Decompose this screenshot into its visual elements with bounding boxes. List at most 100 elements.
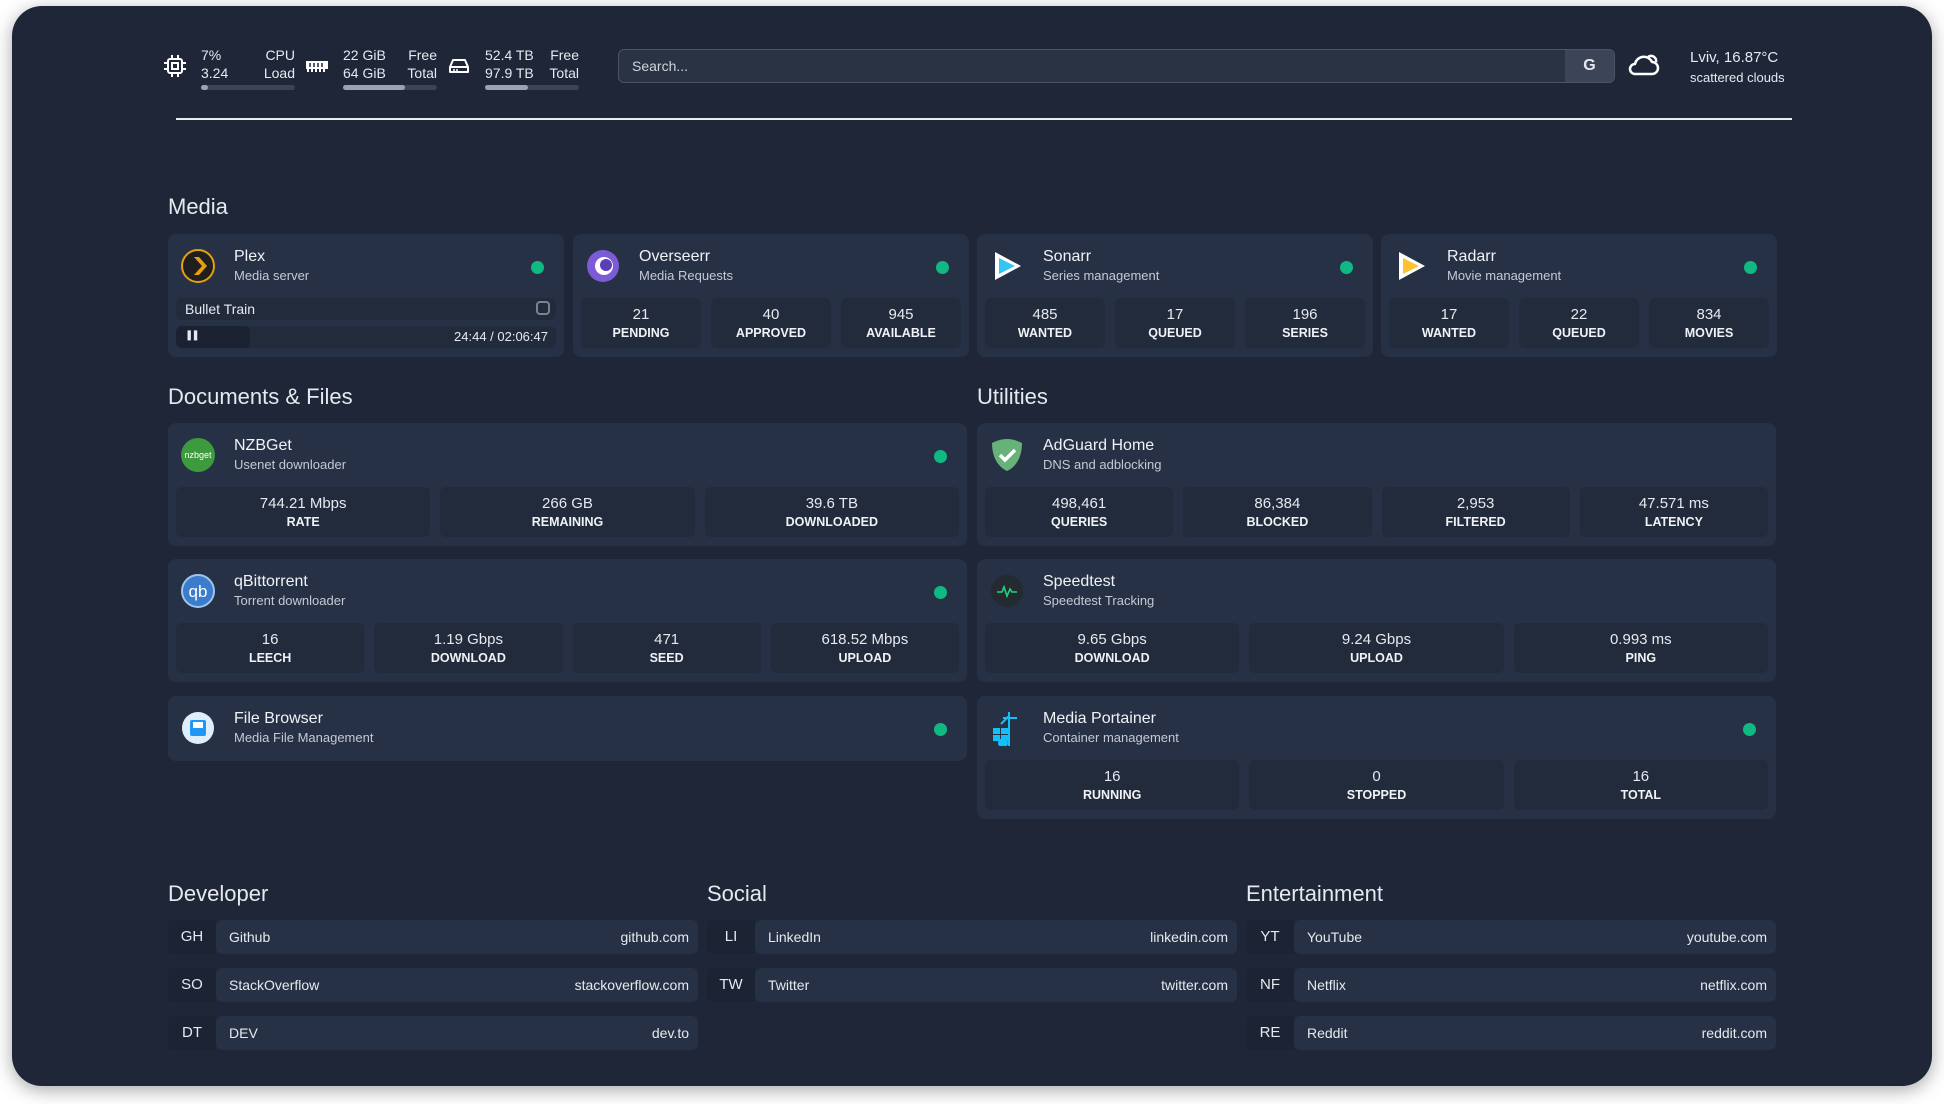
radarr-icon [1393,248,1429,284]
service-card-sonarr[interactable]: Sonarr Series management 485 WANTED 17 QUEUED… [977,234,1373,357]
cloud-sun-icon [1628,54,1660,76]
playback-row: ❚❚ 24:44 / 02:06:47 [176,326,556,348]
bookmark-reddit[interactable]: RE Reddit reddit.com [1246,1016,1776,1050]
bookmark-link[interactable]: YouTube youtube.com [1294,920,1776,954]
settings-icon[interactable] [536,301,550,315]
bookmark-name: LinkedIn [768,929,821,945]
service-card-qbittorrent[interactable]: qb qBittorrent Torrent downloader 16 LEECH 1.… [168,559,967,682]
stat-block: 0.993 ms PING [1513,623,1768,673]
bookmark-abbr: NF [1246,968,1294,1002]
stat-block: 618.52 Mbps UPLOAD [770,623,959,673]
service-name: Speedtest [1043,573,1116,590]
bookmark-name: Netflix [1307,977,1346,993]
now-playing-title-row: Bullet Train [176,298,556,320]
bookmark-twitter[interactable]: TW Twitter twitter.com [707,968,1237,1002]
bookmark-link[interactable]: LinkedIn linkedin.com [755,920,1237,954]
bookmark-link[interactable]: StackOverflow stackoverflow.com [216,968,698,1002]
stat-block: 0 STOPPED [1249,760,1504,810]
bookmark-netflix[interactable]: NF Netflix netflix.com [1246,968,1776,1002]
bookmark-abbr: LI [707,920,755,954]
service-description: Media Requests [639,268,733,283]
bookmark-youtube[interactable]: YT YouTube youtube.com [1246,920,1776,954]
search-input[interactable] [619,50,1566,82]
section-title-entertainment: Entertainment [1246,881,1383,906]
service-description: Media server [234,268,310,283]
free-label: Free [408,47,437,63]
bookmark-abbr: SO [168,968,216,1002]
stat-value: 498,461 [1052,495,1107,512]
playback-progress-bar[interactable] [176,326,251,348]
status-indicator [934,450,947,463]
service-name: Sonarr [1043,248,1092,265]
stat-value: 22 [1570,306,1588,323]
service-card-media-portainer[interactable]: Media Portainer Container management 16 RUN… [977,696,1776,819]
service-stats: 16 LEECH 1.19 Gbps DOWNLOAD 471 SEED 618.52 Mb… [176,623,959,673]
free-label: Free [550,47,579,63]
service-name: File Browser [234,710,323,727]
service-card-adguard-home[interactable]: AdGuard Home DNS and adblocking 498,461 QUE… [977,423,1776,546]
stat-value: 39.6 TB [805,495,858,512]
bookmark-url: youtube.com [1686,929,1767,945]
service-description: DNS and adblocking [1043,457,1162,472]
service-card-file-browser[interactable]: File Browser Media File Management [168,696,967,761]
bookmark-github[interactable]: GH Github github.com [168,920,698,954]
portainer-icon [989,710,1025,748]
stat-block: 22 QUEUED [1519,298,1639,348]
file-browser-icon [180,710,216,746]
stat-block: 498,461 QUERIES [985,487,1174,537]
bookmark-link[interactable]: Github github.com [216,920,698,954]
stat-value: 0 [1372,768,1381,785]
bookmark-link[interactable]: DEV dev.to [216,1016,698,1050]
sonarr-icon [989,248,1025,284]
stat-value: 618.52 Mbps [821,631,909,648]
bookmark-link[interactable]: Twitter twitter.com [755,968,1237,1002]
svg-text:nzbget: nzbget [184,450,212,460]
load-label: Load [263,65,295,81]
stat-value: 17 [1440,306,1458,323]
speedtest-icon [989,573,1025,609]
stat-block: 9.65 Gbps DOWNLOAD [985,623,1240,673]
bookmark-stackoverflow[interactable]: SO StackOverflow stackoverflow.com [168,968,698,1002]
service-card-plex[interactable]: Plex Media server Bullet Train ❚❚ 24:44 / 02… [168,234,564,357]
search-engine-button[interactable]: G [1565,50,1614,82]
stat-label: PING [1625,651,1657,665]
dashboard-window: 7% 3.24 CPU Load 22 GiB 64 GiB Free Total 52… [12,6,1932,1086]
service-card-overseerr[interactable]: Overseerr Media Requests 21 PENDING 40 APPROV… [573,234,969,357]
service-stats: 485 WANTED 17 QUEUED 196 SERIES [985,298,1365,348]
stat-label: APPROVED [735,326,807,340]
pause-icon[interactable]: ❚❚ [185,330,200,341]
bookmark-linkedin[interactable]: LI LinkedIn linkedin.com [707,920,1237,954]
bookmark-abbr: TW [707,968,755,1002]
stat-label: STOPPED [1346,788,1407,802]
stat-block: 40 APPROVED [711,298,831,348]
service-card-radarr[interactable]: Radarr Movie management 17 WANTED 22 QUEUED 83… [1381,234,1777,357]
bookmark-link[interactable]: Reddit reddit.com [1294,1016,1776,1050]
bookmark-name: Github [229,929,271,945]
disk-usage-bar [485,85,579,90]
section-title-media: Media [168,194,228,219]
bookmark-name: Reddit [1307,1025,1348,1041]
stat-block: 47.571 ms LATENCY [1579,487,1768,537]
stat-value: 471 [654,631,680,648]
bookmark-url: reddit.com [1701,1025,1767,1041]
bookmark-abbr: YT [1246,920,1294,954]
stat-value: 744.21 Mbps [259,495,347,512]
bookmark-link[interactable]: Netflix netflix.com [1294,968,1776,1002]
stat-label: QUEUED [1148,326,1202,340]
service-card-nzbget[interactable]: nzbget NZBGet Usenet downloader 744.21 Mbps… [168,423,967,546]
section-title-documents: Documents & Files [168,384,353,409]
stat-block: 471 SEED [572,623,761,673]
bookmark-url: github.com [620,929,689,945]
stat-block: 86,384 BLOCKED [1183,487,1372,537]
stat-label: LEECH [248,651,292,665]
service-description: Series management [1043,268,1160,283]
stat-value: 9.65 Gbps [1077,631,1147,648]
service-card-speedtest[interactable]: Speedtest Speedtest Tracking 9.65 Gbps DOWN… [977,559,1776,682]
bookmark-dev[interactable]: DT DEV dev.to [168,1016,698,1050]
stat-value: 196 [1292,306,1318,323]
stat-value: 266 GB [542,495,593,512]
stat-value: 9.24 Gbps [1341,631,1412,648]
service-description: Usenet downloader [234,457,347,472]
weather-widget: Lviv, 16.87°C scattered clouds [1690,48,1785,88]
stat-value: 0.993 ms [1609,631,1672,648]
